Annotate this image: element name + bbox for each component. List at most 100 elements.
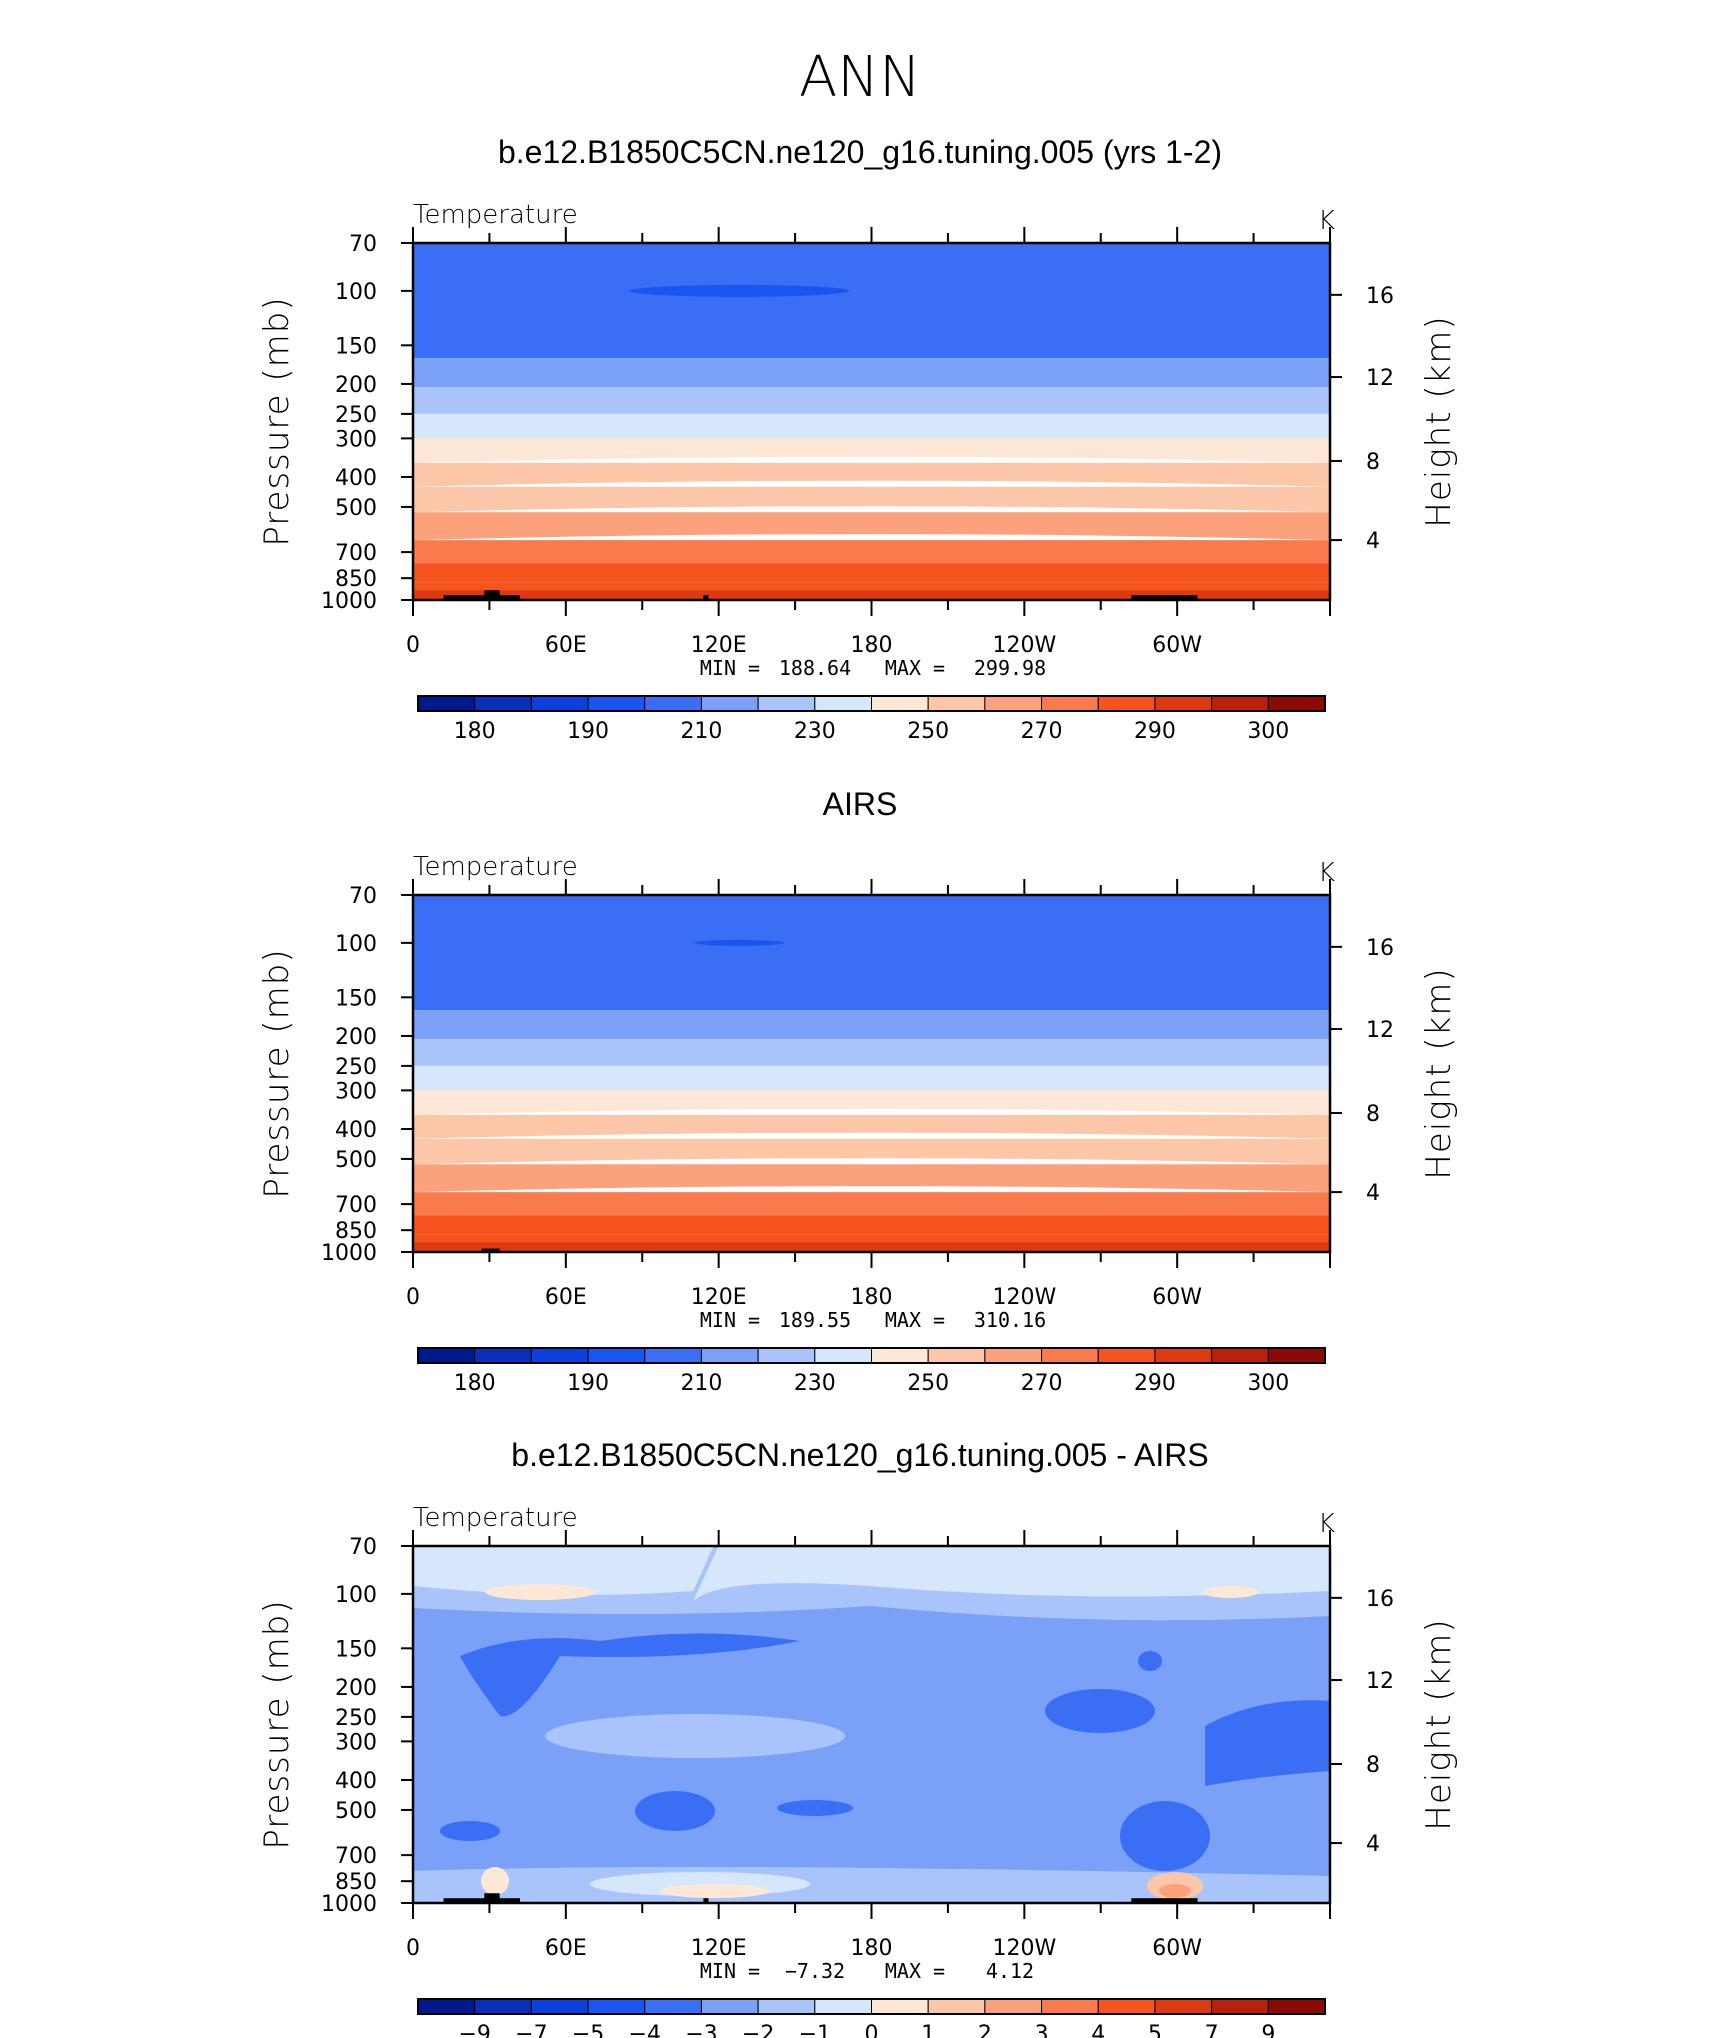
colorbar-swatch xyxy=(1097,695,1156,712)
y-tick-label: 1000 xyxy=(321,589,377,614)
y-tick-label: 1000 xyxy=(321,1892,377,1917)
colorbar-swatch xyxy=(984,1998,1043,2015)
colorbar-swatch xyxy=(1154,1347,1213,1364)
variable-label: Temperature xyxy=(413,852,578,882)
y-tick-label: 400 xyxy=(335,466,377,491)
y-tick-label: 500 xyxy=(335,1148,377,1173)
min-value: −7.32 xyxy=(785,1959,845,1983)
contour-band xyxy=(413,358,1330,388)
contour-field xyxy=(413,243,1330,600)
colorbar-frame xyxy=(417,1347,1326,1364)
x-tick-label: 120W xyxy=(992,1936,1056,1961)
colorbar-swatch xyxy=(871,695,929,712)
colorbar-swatch xyxy=(927,1347,986,1364)
y-tick-label: 500 xyxy=(335,496,377,521)
warm-patch xyxy=(485,1584,595,1600)
colorbar-label: 190 xyxy=(567,719,609,744)
y-tick-label: 70 xyxy=(349,232,377,257)
colorbar-swatch xyxy=(417,695,476,712)
colorbar-label: 7 xyxy=(1205,2022,1219,2038)
y-tick-label: 300 xyxy=(335,427,377,452)
contour-band xyxy=(413,1192,1330,1216)
colorbar-swatch xyxy=(644,1347,702,1364)
contour-band xyxy=(545,1714,845,1758)
panel-title: b.e12.B1850C5CN.ne120_g16.tuning.005 (yr… xyxy=(498,134,1222,170)
panel-3: b.e12.B1850C5CN.ne120_g16.tuning.005 - A… xyxy=(257,1437,1459,2038)
y-tick-label: 70 xyxy=(349,884,377,909)
colorbar: 180 190 210 230 250 270 290 300 xyxy=(417,1347,1326,1396)
y-tick-label: 400 xyxy=(335,1769,377,1794)
y-axis-title-right: Height (km) xyxy=(1419,967,1459,1179)
y-tick-label: 200 xyxy=(335,1676,377,1701)
contour-band xyxy=(413,438,1330,463)
max-value: 4.12 xyxy=(986,1959,1034,1983)
contour-band xyxy=(413,512,1330,541)
colorbar-swatch xyxy=(814,1998,872,2015)
colorbar-swatch xyxy=(1097,1998,1156,2015)
y-axis-title-right: Height (km) xyxy=(1419,315,1459,527)
contour-band xyxy=(413,1090,1330,1115)
colorbar-label: 3 xyxy=(1035,2022,1049,2038)
y-tick-label: 200 xyxy=(335,1025,377,1050)
y-axis-title: Pressure (mb) xyxy=(257,948,297,1198)
colorbar-frame xyxy=(417,695,1326,712)
colorbar-swatch xyxy=(1041,695,1099,712)
x-tick-label: 0 xyxy=(406,633,420,658)
colorbar-frame xyxy=(417,1998,1326,2015)
contour-band xyxy=(413,1546,714,1595)
y-tick-label: 100 xyxy=(335,280,377,305)
units-label: K xyxy=(1318,858,1335,888)
colorbar-swatch xyxy=(1267,695,1326,712)
x-tick-label: 60W xyxy=(1152,633,1202,658)
cold-patch xyxy=(440,1821,500,1841)
y-right-tick-label: 16 xyxy=(1366,936,1394,961)
contour-band xyxy=(413,563,1330,583)
min-value: 188.64 xyxy=(779,656,851,680)
y-right-tick-label: 16 xyxy=(1366,284,1394,309)
colorbar-label: 250 xyxy=(907,719,949,744)
colorbar-label: 210 xyxy=(680,1371,722,1396)
colorbar-label: 4 xyxy=(1091,2022,1105,2038)
contour-field xyxy=(413,1546,1330,1903)
y-tick-label: 850 xyxy=(335,1219,377,1244)
warm-patch xyxy=(1202,1586,1258,1598)
colorbar-swatch xyxy=(814,695,872,712)
panel-title: b.e12.B1850C5CN.ne120_g16.tuning.005 - A… xyxy=(511,1437,1208,1473)
y-tick-label: 150 xyxy=(335,1637,377,1662)
panel-title: AIRS xyxy=(823,786,898,822)
warm-patch xyxy=(481,1867,509,1895)
x-tick-label: 0 xyxy=(406,1285,420,1310)
colorbar-label: 250 xyxy=(907,1371,949,1396)
colorbar-swatch xyxy=(984,1347,1043,1364)
max-label: MAX = xyxy=(885,656,945,680)
contour-band xyxy=(413,540,1330,564)
colorbar-label: −5 xyxy=(572,2022,604,2038)
max-value: 310.16 xyxy=(974,1308,1046,1332)
x-tick-label: 180 xyxy=(851,1936,893,1961)
y-tick-label: 850 xyxy=(335,567,377,592)
colorbar-label: 270 xyxy=(1021,1371,1063,1396)
colorbar: 180 190 210 230 250 270 290 300 xyxy=(417,695,1326,744)
x-tick-label: 120E xyxy=(691,1936,747,1961)
variable-label: Temperature xyxy=(413,200,578,230)
y-tick-label: 700 xyxy=(335,1193,377,1218)
colorbar: −9 −7 −5 −4 −3 −2 −1 0 1 2 3 4 5 7 9 xyxy=(417,1998,1326,2038)
colorbar-label: 210 xyxy=(680,719,722,744)
colorbar-label: 230 xyxy=(794,1371,836,1396)
contour-band xyxy=(413,1138,1330,1165)
colorbar-swatch xyxy=(757,1998,816,2015)
topography-mask xyxy=(703,1898,709,1903)
y-axis-title: Pressure (mb) xyxy=(257,296,297,546)
colorbar-swatch xyxy=(587,1998,646,2015)
colorbar-label: −2 xyxy=(742,2022,774,2038)
x-tick-label: 60E xyxy=(545,633,587,658)
x-tick-label: 60E xyxy=(545,1285,587,1310)
y-tick-label: 250 xyxy=(335,403,377,428)
x-tick-label: 120E xyxy=(691,633,747,658)
topography-mask xyxy=(484,1893,500,1903)
contour-band xyxy=(413,486,1330,513)
x-tick-label: 60E xyxy=(545,1936,587,1961)
topography-mask xyxy=(703,595,709,600)
cold-patch xyxy=(1120,1801,1210,1871)
colorbar-swatch xyxy=(530,1347,589,1364)
